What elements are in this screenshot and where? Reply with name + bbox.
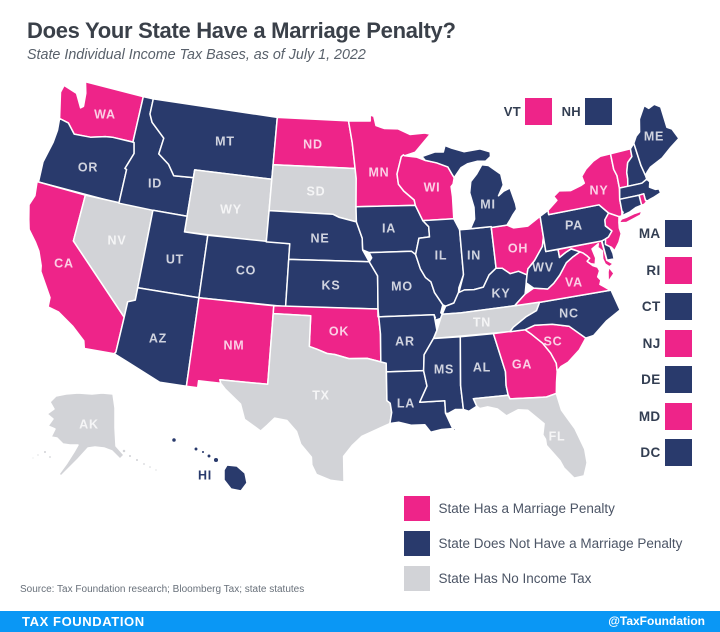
- svg-text:IA: IA: [382, 222, 396, 236]
- svg-text:WV: WV: [532, 261, 554, 275]
- svg-text:VA: VA: [565, 276, 583, 290]
- svg-text:WY: WY: [220, 203, 242, 217]
- svg-text:AZ: AZ: [149, 332, 167, 346]
- svg-text:MT: MT: [215, 135, 235, 149]
- svg-text:IL: IL: [435, 249, 448, 263]
- svg-text:NE: NE: [311, 232, 330, 246]
- svg-text:TX: TX: [312, 389, 330, 403]
- svg-text:OK: OK: [329, 325, 349, 339]
- svg-text:IN: IN: [467, 249, 481, 263]
- svg-text:WI: WI: [424, 181, 441, 195]
- svg-text:NV: NV: [108, 234, 127, 248]
- svg-text:UT: UT: [166, 253, 184, 267]
- svg-text:MI: MI: [480, 198, 496, 212]
- svg-text:SD: SD: [307, 185, 326, 199]
- svg-text:AL: AL: [473, 361, 491, 375]
- svg-text:NY: NY: [590, 184, 609, 198]
- svg-text:SC: SC: [544, 335, 563, 349]
- svg-text:OR: OR: [78, 161, 98, 175]
- svg-text:CO: CO: [236, 264, 256, 278]
- svg-text:NM: NM: [223, 339, 244, 353]
- svg-text:FL: FL: [549, 430, 566, 444]
- svg-text:AK: AK: [79, 418, 99, 432]
- svg-text:TN: TN: [473, 316, 491, 330]
- svg-text:OH: OH: [508, 242, 528, 256]
- svg-text:HI: HI: [198, 469, 212, 483]
- svg-text:CA: CA: [54, 257, 74, 271]
- svg-text:ND: ND: [303, 138, 323, 152]
- svg-text:ME: ME: [644, 130, 664, 144]
- svg-text:KS: KS: [322, 279, 341, 293]
- svg-text:GA: GA: [512, 358, 532, 372]
- svg-text:MO: MO: [391, 280, 413, 294]
- svg-text:MN: MN: [368, 166, 389, 180]
- svg-text:KY: KY: [492, 287, 511, 301]
- svg-text:WA: WA: [94, 108, 116, 122]
- svg-text:NC: NC: [559, 307, 579, 321]
- svg-text:ID: ID: [148, 177, 162, 191]
- svg-text:AR: AR: [395, 335, 415, 349]
- svg-text:MS: MS: [434, 363, 454, 377]
- svg-text:LA: LA: [397, 397, 415, 411]
- svg-text:PA: PA: [565, 219, 583, 233]
